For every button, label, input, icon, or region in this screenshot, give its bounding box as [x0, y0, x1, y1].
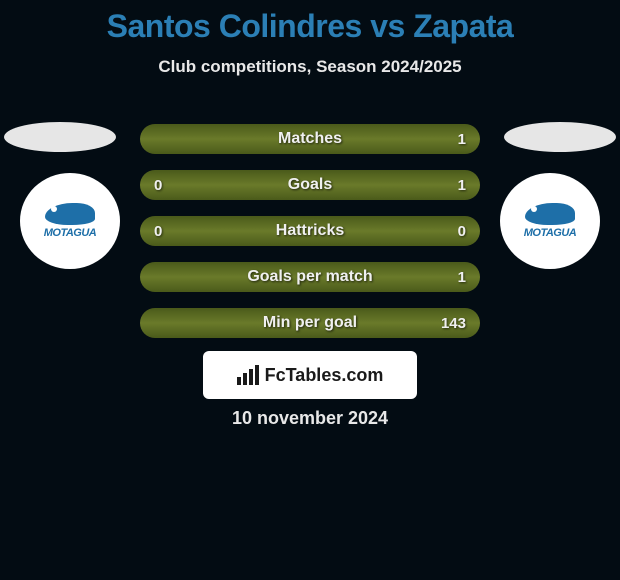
- eagle-icon: [525, 203, 575, 225]
- stat-row-mpg: Min per goal 143: [140, 308, 480, 338]
- right-ellipse-deco: [504, 122, 616, 152]
- stat-label: Min per goal: [263, 314, 357, 332]
- left-ellipse-deco: [4, 122, 116, 152]
- right-team-badge: MOTAGUA: [500, 173, 600, 269]
- right-badge-inner: MOTAGUA: [515, 186, 585, 256]
- stat-right-value: 143: [436, 315, 466, 332]
- fctables-badge: FcTables.com: [203, 351, 417, 399]
- stat-right-value: 0: [436, 223, 466, 240]
- stat-row-hattricks: 0 Hattricks 0: [140, 216, 480, 246]
- left-team-name: MOTAGUA: [44, 227, 97, 239]
- stat-row-goals: 0 Goals 1: [140, 170, 480, 200]
- bar-chart-icon: [237, 365, 259, 385]
- fctables-label: FcTables.com: [265, 365, 384, 386]
- stat-row-matches: Matches 1: [140, 124, 480, 154]
- stat-right-value: 1: [436, 177, 466, 194]
- page-title: Santos Colindres vs Zapata: [0, 0, 620, 45]
- stat-right-value: 1: [436, 131, 466, 148]
- stat-left-value: 0: [154, 177, 184, 194]
- page-subtitle: Club competitions, Season 2024/2025: [0, 57, 620, 77]
- stat-row-gpm: Goals per match 1: [140, 262, 480, 292]
- right-team-name: MOTAGUA: [524, 227, 577, 239]
- stat-label: Matches: [278, 130, 342, 148]
- stat-label: Hattricks: [276, 222, 344, 240]
- stat-left-value: 0: [154, 223, 184, 240]
- stat-right-value: 1: [436, 269, 466, 286]
- stat-label: Goals per match: [247, 268, 372, 286]
- stats-container: Matches 1 0 Goals 1 0 Hattricks 0 Goals …: [140, 124, 480, 354]
- eagle-icon: [45, 203, 95, 225]
- date-label: 10 november 2024: [0, 408, 620, 429]
- stat-label: Goals: [288, 176, 332, 194]
- left-badge-inner: MOTAGUA: [35, 186, 105, 256]
- left-team-badge: MOTAGUA: [20, 173, 120, 269]
